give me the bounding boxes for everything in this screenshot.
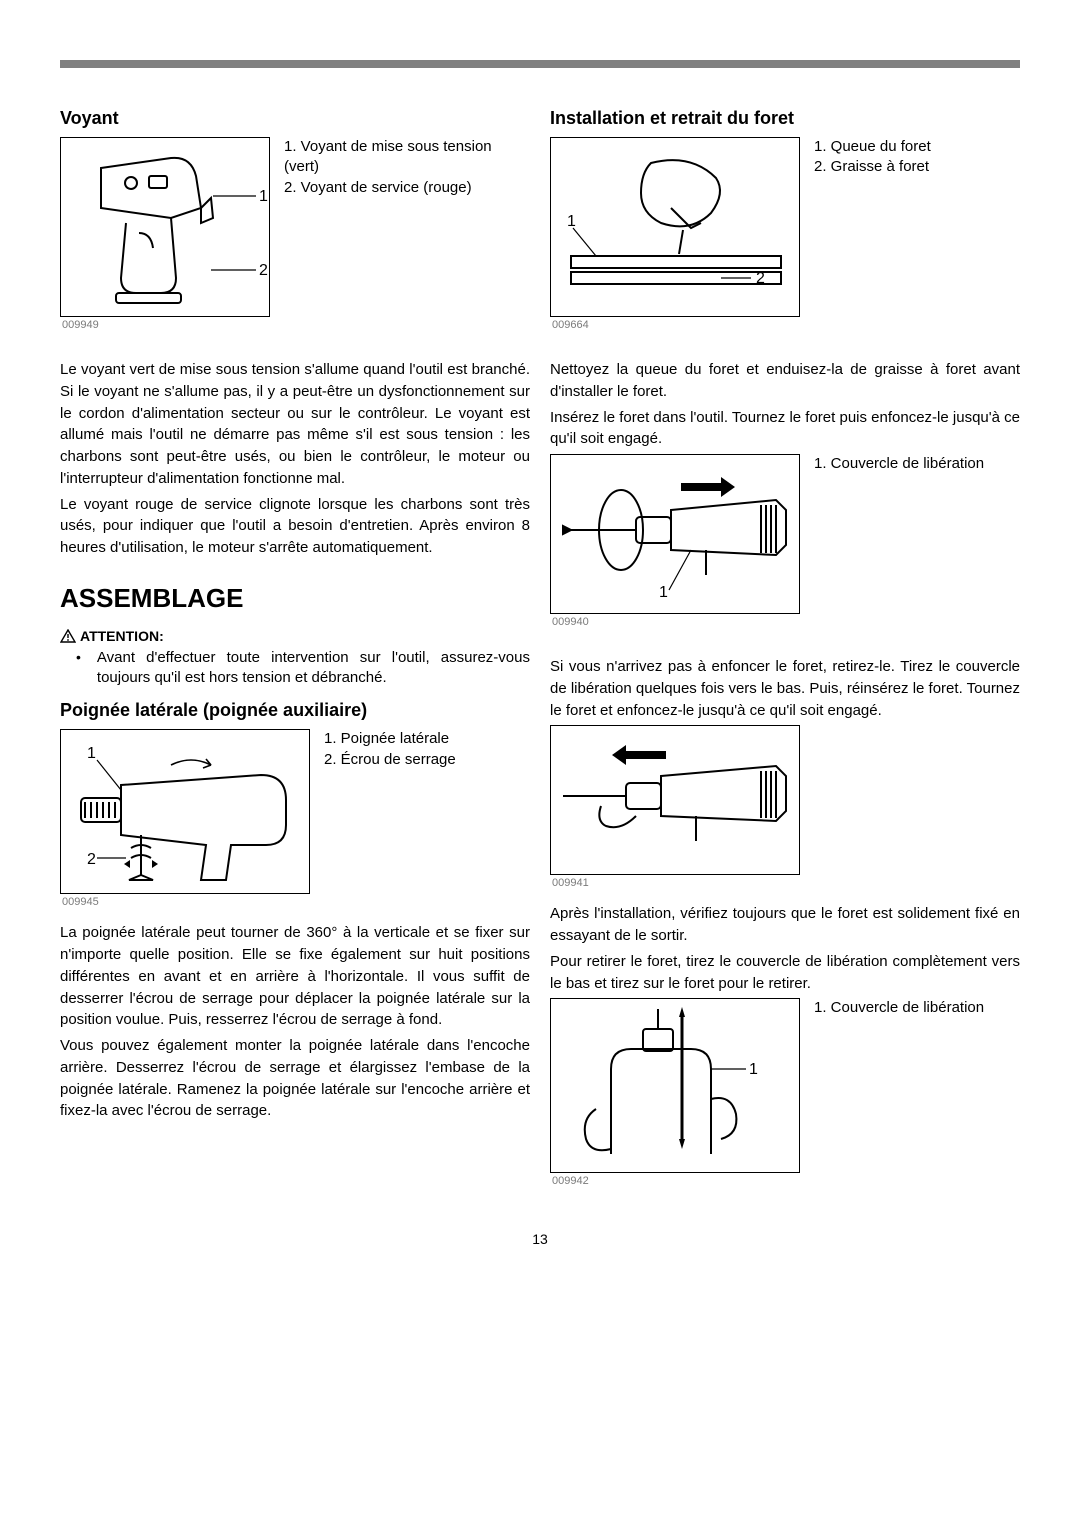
figure-install4-legend: 1. Couvercle de libération bbox=[814, 998, 984, 1018]
legend-item: 1. Queue du foret bbox=[814, 137, 931, 157]
callout-2: 2 bbox=[259, 262, 268, 279]
page-columns: Voyant bbox=[0, 108, 1080, 1201]
bit-grease-icon: 1 2 bbox=[551, 138, 801, 318]
legend-item: 1. Voyant de mise sous tension (vert) bbox=[284, 137, 530, 178]
legend-item: 1. Couvercle de libération bbox=[814, 454, 984, 474]
para-install-3: Si vous n'arrivez pas à enfoncer le fore… bbox=[550, 656, 1020, 721]
figure-install4-row: 1 1. Couvercle de libération bbox=[550, 998, 1020, 1173]
callout-2: 2 bbox=[87, 851, 96, 868]
legend-item: 1. Couvercle de libération bbox=[814, 998, 984, 1018]
heading-install: Installation et retrait du foret bbox=[550, 108, 1020, 129]
header-bar bbox=[60, 60, 1020, 68]
attention-row: ATTENTION: bbox=[60, 628, 530, 644]
callout-2: 2 bbox=[756, 270, 765, 287]
figure-install2: 1 bbox=[550, 454, 800, 614]
legend-item: 2. Graisse à foret bbox=[814, 157, 931, 177]
figure-id: 009941 bbox=[552, 877, 1020, 889]
legend-item: 2. Voyant de service (rouge) bbox=[284, 178, 530, 198]
warning-icon bbox=[60, 629, 76, 643]
attention-label: ATTENTION: bbox=[80, 628, 164, 644]
callout-1: 1 bbox=[567, 213, 576, 230]
attention-bullet: • Avant d'effectuer toute intervention s… bbox=[60, 648, 530, 689]
para-install-2: Insérez le foret dans l'outil. Tournez l… bbox=[550, 407, 1020, 451]
para-poignee-1: La poignée latérale peut tourner de 360°… bbox=[60, 922, 530, 1031]
para-install-4: Après l'installation, vérifiez toujours … bbox=[550, 903, 1020, 947]
figure-voyant: 1 2 bbox=[60, 137, 270, 317]
legend-item: 1. Poignée latérale bbox=[324, 729, 456, 749]
callout-1: 1 bbox=[259, 188, 268, 205]
figure-install1-row: 1 2 1. Queue du foret 2. Graisse à foret bbox=[550, 137, 1020, 317]
drill-insert-icon: 1 bbox=[551, 455, 801, 615]
figure-voyant-legend: 1. Voyant de mise sous tension (vert) 2.… bbox=[284, 137, 530, 198]
heading-assemblage: ASSEMBLAGE bbox=[60, 583, 530, 614]
figure-voyant-row: 1 2 1. Voyant de mise sous tension (vert… bbox=[60, 137, 530, 317]
figure-id: 009940 bbox=[552, 616, 1020, 628]
figure-id: 009945 bbox=[62, 896, 530, 908]
figure-install4: 1 bbox=[550, 998, 800, 1173]
heading-poignee: Poignée latérale (poignée auxiliaire) bbox=[60, 700, 530, 721]
legend-item: 2. Écrou de serrage bbox=[324, 750, 456, 770]
para-install-5: Pour retirer le foret, tirez le couvercl… bbox=[550, 951, 1020, 995]
figure-install3 bbox=[550, 725, 800, 875]
figure-id: 009664 bbox=[552, 319, 1020, 331]
callout-1: 1 bbox=[659, 584, 668, 601]
figure-install1-legend: 1. Queue du foret 2. Graisse à foret bbox=[814, 137, 931, 178]
page-number: 13 bbox=[0, 1231, 1080, 1287]
drill-pull-icon bbox=[551, 726, 801, 876]
callout-1: 1 bbox=[749, 1061, 758, 1078]
bullet-dot: • bbox=[76, 648, 81, 689]
callout-1: 1 bbox=[87, 745, 96, 762]
figure-install3-row bbox=[550, 725, 1020, 875]
heading-voyant: Voyant bbox=[60, 108, 530, 129]
drill-side-icon: 1 2 bbox=[61, 138, 271, 318]
figure-poignee-legend: 1. Poignée latérale 2. Écrou de serrage bbox=[324, 729, 456, 770]
figure-poignee-row: 1 2 1. Poignée latérale 2. Écrou de serr… bbox=[60, 729, 530, 894]
para-install-1: Nettoyez la queue du foret et enduisez-l… bbox=[550, 359, 1020, 403]
figure-install1: 1 2 bbox=[550, 137, 800, 317]
attention-text: Avant d'effectuer toute intervention sur… bbox=[97, 648, 530, 689]
drill-remove-icon: 1 bbox=[551, 999, 801, 1174]
figure-poignee: 1 2 bbox=[60, 729, 310, 894]
para-voyant-2: Le voyant rouge de service clignote lors… bbox=[60, 494, 530, 559]
drill-handle-icon: 1 2 bbox=[61, 730, 311, 895]
figure-install2-row: 1 1. Couvercle de libération bbox=[550, 454, 1020, 614]
para-poignee-2: Vous pouvez également monter la poignée … bbox=[60, 1035, 530, 1122]
figure-id: 009942 bbox=[552, 1175, 1020, 1187]
left-column: Voyant bbox=[60, 108, 530, 1201]
figure-id: 009949 bbox=[62, 319, 530, 331]
para-voyant-1: Le voyant vert de mise sous tension s'al… bbox=[60, 359, 530, 490]
figure-install2-legend: 1. Couvercle de libération bbox=[814, 454, 984, 474]
right-column: Installation et retrait du foret bbox=[550, 108, 1020, 1201]
